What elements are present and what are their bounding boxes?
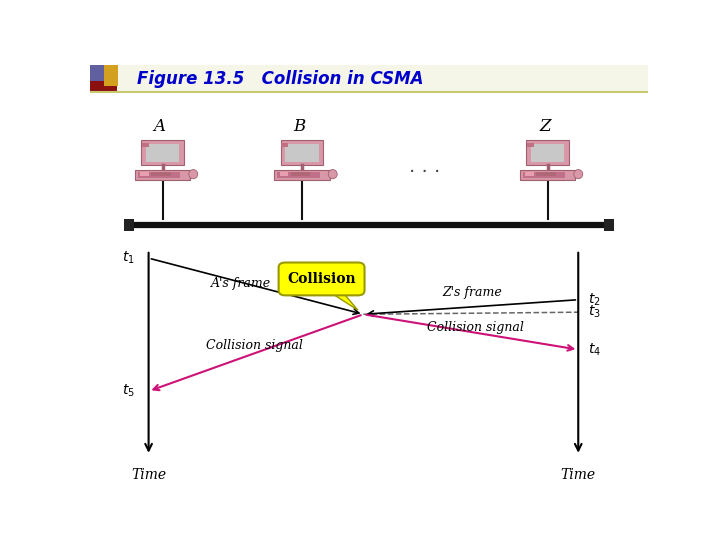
Bar: [536, 172, 556, 176]
Bar: [291, 172, 310, 176]
Bar: [527, 143, 534, 147]
Bar: [124, 219, 134, 231]
Bar: [90, 65, 648, 92]
Bar: [277, 172, 320, 178]
Text: Figure 13.5   Collision in CSMA: Figure 13.5 Collision in CSMA: [138, 70, 424, 88]
Bar: [604, 219, 614, 231]
Text: Z's frame: Z's frame: [442, 286, 502, 299]
Bar: [523, 172, 565, 178]
Text: A: A: [154, 118, 166, 136]
FancyBboxPatch shape: [279, 262, 364, 295]
Bar: [274, 170, 330, 180]
Bar: [151, 172, 171, 176]
Polygon shape: [327, 291, 358, 310]
Text: Collision signal: Collision signal: [426, 321, 523, 334]
Text: Time: Time: [131, 468, 166, 482]
Bar: [142, 143, 148, 147]
Text: $t_5$: $t_5$: [122, 383, 135, 400]
Bar: [285, 144, 319, 162]
Bar: [282, 143, 288, 147]
Bar: [520, 170, 575, 180]
Bar: [90, 65, 104, 82]
Text: Z: Z: [539, 118, 551, 136]
Bar: [327, 289, 341, 292]
Bar: [280, 172, 288, 176]
Text: B: B: [293, 118, 305, 136]
Ellipse shape: [189, 170, 198, 179]
Bar: [104, 65, 118, 85]
Text: $t_2$: $t_2$: [588, 292, 601, 308]
Text: $t_3$: $t_3$: [588, 304, 601, 320]
Text: · · ·: · · ·: [409, 164, 441, 183]
Text: $t_1$: $t_1$: [122, 250, 135, 266]
Bar: [526, 140, 569, 165]
Text: Collision signal: Collision signal: [206, 339, 303, 352]
Text: Time: Time: [561, 468, 596, 482]
Bar: [90, 65, 117, 92]
Bar: [140, 172, 148, 176]
Bar: [531, 144, 564, 162]
Ellipse shape: [574, 170, 582, 179]
Ellipse shape: [328, 170, 337, 179]
Bar: [526, 172, 534, 176]
Text: Collision: Collision: [287, 272, 356, 286]
Bar: [141, 140, 184, 165]
Bar: [135, 170, 190, 180]
Text: $t_4$: $t_4$: [588, 341, 601, 358]
Bar: [145, 144, 179, 162]
Text: A's frame: A's frame: [210, 276, 271, 289]
Bar: [281, 140, 323, 165]
Bar: [138, 172, 181, 178]
